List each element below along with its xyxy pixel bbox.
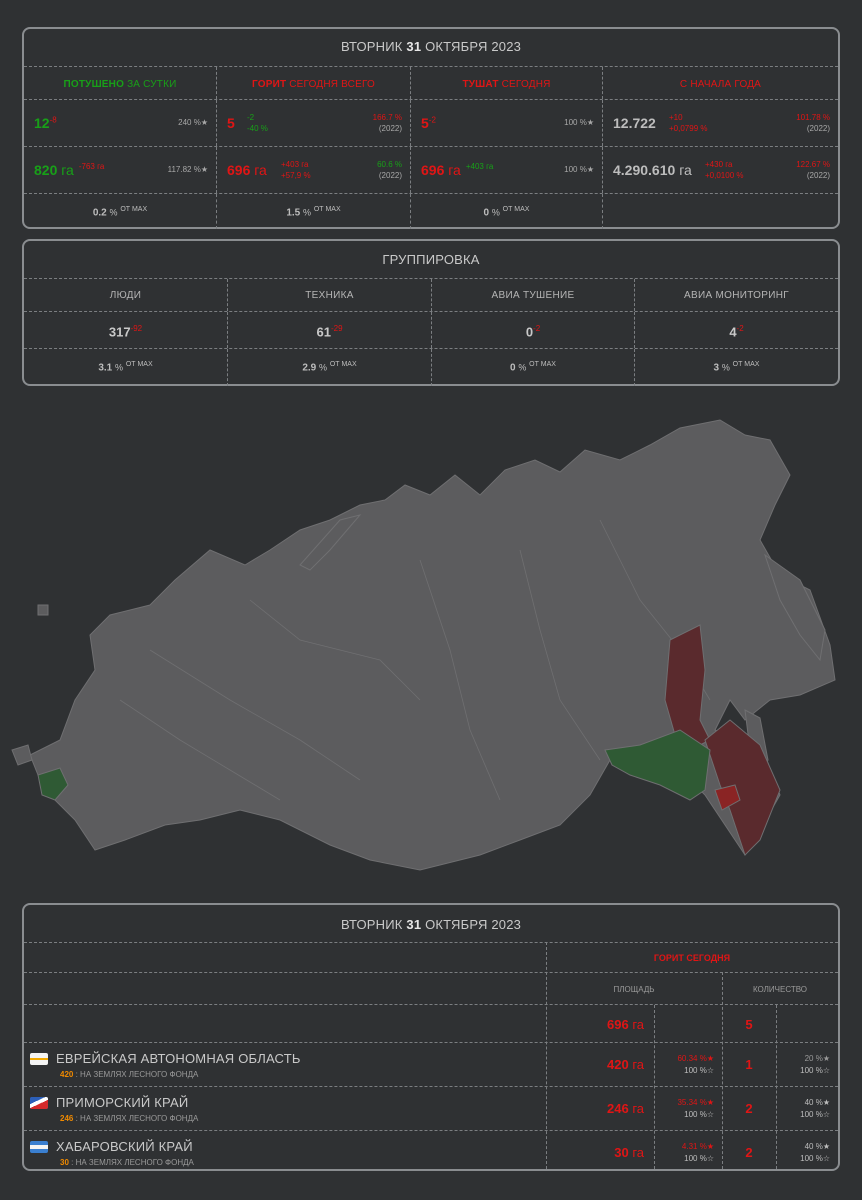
region-jewish-ao: [714, 784, 741, 811]
burning-max: 1.5 % ОТ MAX: [216, 194, 410, 229]
group-people-max: 3.1 % ОТ MAX: [98, 361, 153, 374]
region-count: 2: [745, 1145, 753, 1160]
group-aviation-monitoring-max: 3 % ОТ MAX: [634, 349, 838, 386]
table-row[interactable]: ХАБАРОВСКИЙ КРАЙ 30 : НА ЗЕМЛЯХ ЛЕСНОГО …: [24, 1131, 838, 1171]
region-count: 2: [745, 1101, 753, 1116]
region-count-pct: 40 %★ 100 %☆: [800, 1098, 830, 1119]
extinguished-count-cell: 12-8 240 %★: [34, 115, 208, 131]
total-count: 5: [745, 1017, 753, 1032]
extinguished-max: 0.2 % ОТ MAX: [92, 206, 148, 219]
summary-date-title: ВТОРНИК 31 ОКТЯБРЯ 2023: [340, 39, 522, 54]
group-aviation-monitoring-value: 4-2: [634, 312, 838, 348]
fighting-count-cell: 5-2 100 %★: [410, 100, 602, 146]
novaya-zemlya: [299, 514, 362, 571]
burning-count: 5: [227, 115, 235, 131]
region-area-pct: 60.34 %★ 100 %☆: [677, 1054, 714, 1075]
burning-today-header: ГОРИТ СЕГОДНЯ: [653, 953, 731, 963]
table-row[interactable]: ПРИМОРСКИЙ КРАЙ 246 : НА ЗЕМЛЯХ ЛЕСНОГО …: [24, 1087, 838, 1130]
area-column-header: ПЛОЩАДЬ: [613, 985, 655, 994]
group-header-aviation-monitoring: АВИА МОНИТОРИНГ: [634, 279, 838, 311]
primorsky-flag-icon: [30, 1097, 48, 1109]
group-equipment-value: 61-29: [227, 312, 431, 348]
group-equipment-max: 2.9 % ОТ MAX: [227, 349, 431, 386]
total-area: 696 га: [606, 1017, 644, 1032]
fighting-count: 5: [421, 115, 429, 131]
group-aviation-fighting-max: 0 % ОТ MAX: [431, 349, 634, 386]
jewish-ao-flag-icon: [30, 1053, 48, 1065]
header-since-year-start: С НАЧАЛА ГОДА: [602, 67, 838, 99]
group-header-aviation-fighting: АВИА ТУШЕНИЕ: [431, 279, 634, 311]
region-forest-note: 420 : НА ЗЕМЛЯХ ЛЕСНОГО ФОНДА: [60, 1070, 199, 1079]
count-column-header: КОЛИЧЕСТВО: [752, 985, 808, 994]
region-amur: [604, 729, 711, 801]
group-title: ГРУППИРОВКА: [382, 252, 480, 267]
burning-area-cell: 696 га +403 га +57,9 % 60.6 % (2022): [216, 147, 410, 193]
region-west-extinguished: [37, 767, 69, 801]
year-count: 12.722: [613, 115, 656, 131]
kaliningrad: [37, 604, 49, 616]
region-area-pct: 4.31 %★ 100 %☆: [681, 1142, 714, 1163]
fighting-area-cell: 696 га +403 га 100 %★: [410, 147, 602, 193]
region-name: ПРИМОРСКИЙ КРАЙ: [56, 1095, 189, 1110]
region-forest-note: 30 : НА ЗЕМЛЯХ ЛЕСНОГО ФОНДА: [60, 1158, 194, 1167]
region-forest-note: 246 : НА ЗЕМЛЯХ ЛЕСНОГО ФОНДА: [60, 1114, 199, 1123]
regions-table-panel: ВТОРНИК 31 ОКТЯБРЯ 2023 ГОРИТ СЕГОДНЯ ПЛ…: [22, 903, 840, 1171]
header-burning-total: ГОРИТ СЕГОДНЯ ВСЕГО: [216, 67, 410, 99]
region-area-pct: 35.34 %★ 100 %☆: [677, 1098, 714, 1119]
fighting-max: 0 % ОТ MAX: [410, 194, 602, 229]
group-header-people: ЛЮДИ: [109, 290, 142, 301]
region-count-pct: 20 %★ 100 %☆: [800, 1054, 830, 1075]
region-count: 1: [745, 1057, 753, 1072]
region-count-pct: 40 %★ 100 %☆: [800, 1142, 830, 1163]
table-row[interactable]: ЕВРЕЙСКАЯ АВТОНОМНАЯ ОБЛАСТЬ 420 : НА ЗЕ…: [24, 1043, 838, 1086]
group-aviation-fighting-value: 0-2: [431, 312, 634, 348]
khabarovsk-flag-icon: [30, 1141, 48, 1153]
russia-fire-map: [11, 419, 836, 871]
daily-summary-panel: ВТОРНИК 31 ОКТЯБРЯ 2023 ПОТУШЕНО ЗА СУТК…: [22, 27, 840, 229]
group-people-value: 317-92: [108, 324, 143, 340]
region-area: 246 га: [606, 1101, 644, 1116]
burning-count-cell: 5 -2 -40 % 166.7 % (2022): [216, 100, 410, 146]
region-area: 420 га: [606, 1057, 644, 1072]
group-panel: ГРУППИРОВКА ЛЮДИ ТЕХНИКА АВИА ТУШЕНИЕ АВ…: [22, 239, 840, 386]
year-count-cell: 12.722 +10 +0,0799 % 101.78 % (2022): [602, 100, 838, 146]
extinguished-count-pct: 240 %★: [178, 118, 208, 127]
header-extinguished: ПОТУШЕНО ЗА СУТКИ: [63, 79, 177, 90]
kamchatka: [764, 553, 826, 662]
extinguished-area-cell: 820 га -763 га 117.82 %★: [34, 162, 208, 178]
table-date-title: ВТОРНИК 31 ОКТЯБРЯ 2023: [340, 917, 522, 932]
year-area-cell: 4.290.610 га +430 га +0,0100 % 122.67 % (2…: [602, 147, 838, 193]
region-area: 30 га: [614, 1145, 644, 1160]
region-name: ЕВРЕЙСКАЯ АВТОНОМНАЯ ОБЛАСТЬ: [56, 1051, 301, 1066]
group-header-equipment: ТЕХНИКА: [227, 279, 431, 311]
crimea: [11, 744, 33, 766]
header-fighting: ТУШАТ СЕГОДНЯ: [410, 67, 602, 99]
region-name: ХАБАРОВСКИЙ КРАЙ: [56, 1139, 193, 1154]
russia-landmass: [29, 419, 836, 871]
extinguished-count: 12: [34, 115, 50, 131]
year-max-empty: [602, 194, 838, 229]
